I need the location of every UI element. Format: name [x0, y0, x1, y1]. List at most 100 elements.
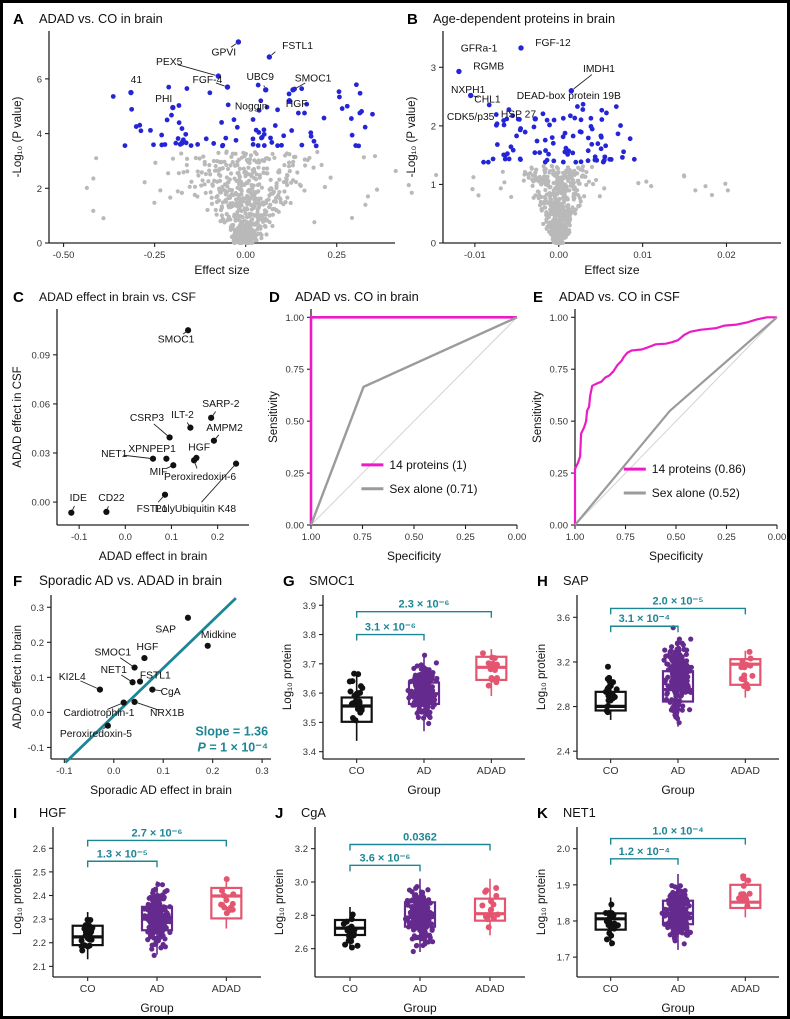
svg-text:CO: CO: [349, 765, 365, 777]
svg-text:AD: AD: [413, 983, 428, 995]
svg-text:ADAD vs. CO in brain: ADAD vs. CO in brain: [39, 11, 163, 26]
svg-text:B: B: [407, 11, 418, 28]
svg-text:J: J: [275, 805, 283, 822]
svg-text:PEX5: PEX5: [156, 57, 183, 68]
svg-text:Peroxiredoxin-6: Peroxiredoxin-6: [164, 472, 236, 483]
svg-text:Specificity: Specificity: [387, 549, 441, 563]
svg-text:0.50: 0.50: [550, 417, 569, 428]
svg-text:NET1: NET1: [563, 805, 596, 820]
svg-text:0.0: 0.0: [107, 766, 120, 777]
svg-text:2.2: 2.2: [33, 938, 46, 949]
svg-text:3.5: 3.5: [303, 718, 316, 729]
svg-text:0.50: 0.50: [667, 532, 686, 543]
svg-text:MIF: MIF: [150, 467, 168, 478]
svg-text:0.01: 0.01: [633, 250, 652, 261]
svg-text:3.1 × 10⁻⁶: 3.1 × 10⁻⁶: [365, 622, 416, 634]
svg-text:SMOC1: SMOC1: [309, 573, 355, 588]
svg-text:I: I: [13, 805, 17, 822]
svg-text:ADAD: ADAD: [477, 765, 507, 777]
svg-text:0: 0: [37, 239, 42, 250]
svg-text:0.75: 0.75: [550, 365, 569, 376]
svg-text:3.2: 3.2: [295, 844, 308, 855]
svg-text:NRX1B: NRX1B: [150, 708, 184, 719]
svg-text:3.0: 3.0: [295, 878, 308, 889]
svg-text:0.0: 0.0: [119, 532, 132, 543]
svg-text:0.25: 0.25: [717, 532, 736, 543]
svg-text:PHI: PHI: [155, 94, 172, 105]
svg-text:0.00: 0.00: [549, 250, 568, 261]
svg-text:0.00: 0.00: [286, 521, 305, 532]
svg-text:A: A: [13, 11, 24, 28]
svg-text:1.0 × 10⁻⁴: 1.0 × 10⁻⁴: [652, 826, 703, 838]
panel-c-scatter-brain-vs-csf: -0.1 0.0 0.1 0.2 0.00 0.03 0.06 0.09 ADAD effect…: [9, 285, 263, 565]
svg-text:2.3 × 10⁻⁶: 2.3 × 10⁻⁶: [399, 599, 450, 611]
svg-text:SAP: SAP: [155, 624, 176, 635]
svg-text:F: F: [13, 573, 22, 590]
svg-text:UBC9: UBC9: [247, 72, 275, 83]
svg-text:AD: AD: [671, 765, 686, 777]
svg-text:0.2: 0.2: [31, 638, 44, 649]
svg-text:0.03: 0.03: [32, 449, 51, 460]
svg-text:0.1: 0.1: [157, 766, 170, 777]
svg-text:Peroxiredoxin-5: Peroxiredoxin-5: [60, 729, 132, 740]
svg-text:1.00: 1.00: [550, 313, 569, 324]
svg-text:3.6 × 10⁻⁶: 3.6 × 10⁻⁶: [360, 852, 411, 864]
svg-text:CgA: CgA: [161, 687, 181, 698]
svg-text:FSTL1: FSTL1: [282, 41, 313, 52]
svg-text:Log₁₀ protein: Log₁₀ protein: [274, 869, 286, 935]
panel-i-boxplot-hgf: 2.1 2.2 2.3 2.4 2.5 2.6 Group Log₁₀ protein I HGF…: [9, 801, 269, 1016]
svg-text:ADAD vs. CO in brain: ADAD vs. CO in brain: [295, 289, 419, 304]
svg-text:41: 41: [131, 75, 143, 86]
svg-text:CO: CO: [603, 765, 619, 777]
svg-text:ADAD: ADAD: [475, 983, 505, 995]
svg-text:FSTL1: FSTL1: [137, 504, 168, 515]
svg-text:XPNPEP1: XPNPEP1: [128, 444, 176, 455]
svg-text:1.3 × 10⁻⁵: 1.3 × 10⁻⁵: [97, 848, 148, 860]
svg-text:0.1: 0.1: [31, 673, 44, 684]
svg-text:Sex alone (0.52): Sex alone (0.52): [652, 486, 740, 500]
svg-text:0.06: 0.06: [32, 399, 51, 410]
svg-text:2.6: 2.6: [33, 844, 46, 855]
svg-text:CD22: CD22: [98, 493, 125, 504]
svg-text:KI2L4: KI2L4: [59, 672, 86, 683]
svg-text:CDK5/p35: CDK5/p35: [447, 112, 495, 123]
svg-text:1.00: 1.00: [302, 532, 321, 543]
svg-text:DEAD-box protein 19B: DEAD-box protein 19B: [517, 91, 621, 102]
svg-text:-0.50: -0.50: [53, 250, 75, 261]
svg-text:Sporadic AD vs. ADAD in brain: Sporadic AD vs. ADAD in brain: [39, 573, 222, 588]
scatter-chart-c: -0.1 0.0 0.1 0.2 0.00 0.03 0.06 0.09 ADAD effect…: [12, 289, 249, 563]
svg-text:0.2: 0.2: [206, 766, 219, 777]
svg-text:0.1: 0.1: [165, 532, 178, 543]
svg-text:0.2: 0.2: [211, 532, 224, 543]
svg-text:-0.1: -0.1: [56, 766, 72, 777]
svg-text:-0.25: -0.25: [144, 250, 166, 261]
svg-text:1.9: 1.9: [557, 880, 570, 891]
panel-g-boxplot-smoc1: 3.4 3.5 3.6 3.7 3.8 3.9 Group Log₁₀ protein G SMO…: [279, 569, 533, 799]
svg-text:0.50: 0.50: [405, 532, 424, 543]
svg-text:Group: Group: [661, 1001, 695, 1015]
svg-text:0.25: 0.25: [327, 250, 346, 261]
svg-text:3.2: 3.2: [557, 657, 570, 668]
svg-text:ADAD effect in brain: ADAD effect in brain: [12, 625, 24, 729]
svg-text:2.6: 2.6: [295, 944, 308, 955]
panel-a-volcano-adad-vs-co-brain: -0.50 -0.25 0.00 0.25 0 2 4 6 Effect size -Log₁₀ …: [9, 7, 401, 279]
svg-text:2.8: 2.8: [295, 911, 308, 922]
roc-chart-e: 1.00 0.75 0.50 0.25 0.00 0.00 0.25 0.50 0.75 1.00…: [532, 289, 786, 563]
svg-text:Sensitivity: Sensitivity: [532, 391, 544, 443]
svg-text:ADAD: ADAD: [731, 765, 761, 777]
svg-text:3.6: 3.6: [557, 613, 570, 624]
svg-text:PolyUbiquitin K48: PolyUbiquitin K48: [155, 504, 237, 515]
svg-text:-0.1: -0.1: [71, 532, 87, 543]
svg-text:1.2 × 10⁻⁴: 1.2 × 10⁻⁴: [619, 846, 670, 858]
svg-text:1.7: 1.7: [557, 953, 570, 964]
svg-text:14 proteins (0.86): 14 proteins (0.86): [652, 462, 746, 476]
svg-text:Effect size: Effect size: [194, 263, 249, 277]
svg-text:2.4: 2.4: [33, 891, 46, 902]
svg-text:3.8: 3.8: [303, 630, 316, 641]
svg-text:Group: Group: [661, 783, 695, 797]
roc-chart-d: 1.00 0.75 0.50 0.25 0.00 0.00 0.25 0.50 0.75 1.00…: [268, 289, 526, 563]
panel-b-volcano-age-dependent: -0.01 0.00 0.01 0.02 0 1 2 3 Effect size -Log₁₀ (…: [403, 7, 787, 279]
svg-text:0: 0: [431, 239, 436, 250]
svg-text:3.7: 3.7: [303, 659, 316, 670]
